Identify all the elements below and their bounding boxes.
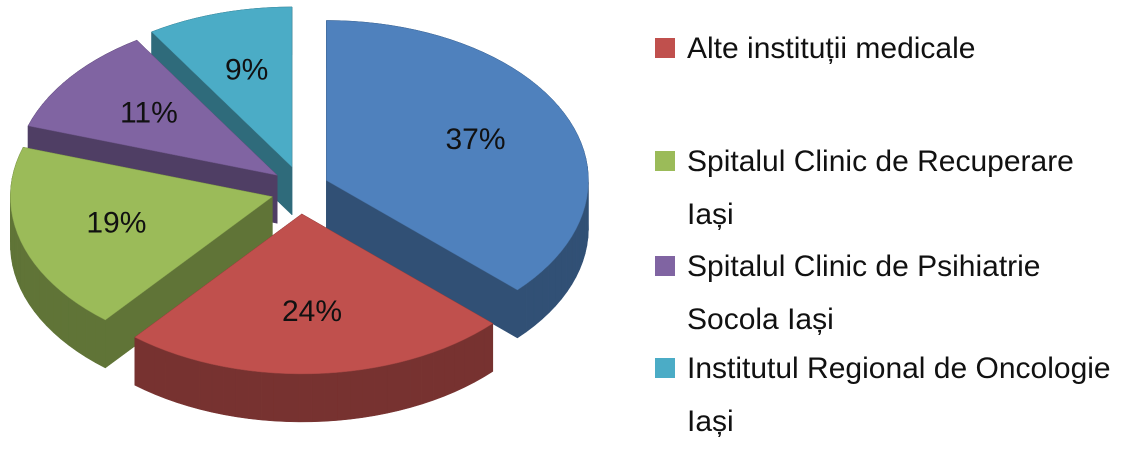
slice-wall [421, 352, 434, 405]
slice-wall [324, 372, 338, 422]
slice-wall [362, 367, 375, 418]
legend-swatch [655, 256, 675, 276]
slice-wall [176, 354, 189, 407]
slice-wall [12, 217, 15, 274]
slice-wall [548, 257, 556, 314]
slice-wall [235, 368, 249, 419]
slice-wall [68, 296, 78, 352]
legend-item: Spitalul Clinic de Recuperare Iași [655, 135, 1125, 241]
slice [326, 20, 589, 291]
slice-wall [582, 205, 586, 262]
legend-label: Alte instituții medicale [687, 32, 976, 65]
slice-wall [579, 213, 583, 270]
slice-wall [134, 336, 146, 391]
legend-label: Institutul Regional de Oncologie Iași [687, 352, 1111, 438]
slice [151, 6, 293, 168]
slice-wall [273, 372, 287, 422]
slice-wall [20, 241, 25, 298]
slice-wall [85, 308, 96, 364]
slice-wall [223, 366, 237, 418]
slice-wall [76, 302, 87, 358]
legend-item: Institutul Regional de Oncologie Iași [655, 342, 1125, 448]
slice-wall [248, 370, 262, 421]
slice-wall [349, 369, 363, 420]
slice-wall [566, 235, 573, 293]
chart: 37% 24% 19% 11% 9% [10, 6, 589, 423]
legend-label: Spitalul Clinic de Recuperare Iași [687, 145, 1074, 231]
slice-wall [165, 350, 178, 403]
data-label: 9% [225, 54, 268, 87]
legend-swatch [655, 358, 675, 378]
legend-item: Spitalul Clinic de Psihiatrie Socola Iaș… [655, 240, 1125, 346]
slice-wall [386, 362, 400, 414]
slice-wall [24, 248, 30, 306]
slice [10, 146, 273, 321]
slice-wall [374, 364, 388, 416]
legend-swatch [655, 38, 675, 58]
slice-wall [525, 277, 535, 333]
slice-wall [95, 314, 106, 369]
slice-wall [29, 255, 35, 313]
slice-wall [443, 343, 455, 397]
slice-wall [584, 198, 588, 255]
slice [27, 39, 279, 176]
data-label: 37% [445, 123, 505, 156]
slice [134, 213, 494, 375]
data-label: 11% [120, 96, 178, 129]
slice-wall [398, 359, 411, 411]
slice-wall [211, 363, 225, 416]
legend-swatch [655, 151, 675, 171]
slice-wall [571, 228, 577, 286]
slice-wall [298, 373, 313, 423]
slice-wall [464, 333, 475, 388]
slice-wall [410, 355, 423, 408]
slice-wall [53, 283, 62, 340]
slice-wall [34, 262, 41, 320]
slice-wall [154, 346, 167, 400]
slice-wall [517, 283, 527, 339]
legend-item: Alte instituții medicale [655, 22, 1125, 75]
slice-wall [575, 221, 580, 278]
slice-wall [541, 264, 550, 321]
slice-wall [60, 290, 69, 346]
legend-label: Spitalul Clinic de Psihiatrie Socola Iaș… [687, 250, 1041, 336]
slice-wall [199, 361, 213, 413]
slice-wall [561, 243, 568, 300]
slice-wall [432, 347, 445, 401]
data-label: 24% [282, 295, 342, 328]
slice-wall [454, 338, 465, 393]
slice-wall [260, 371, 274, 422]
slice-wall [14, 225, 18, 282]
data-label: 19% [86, 206, 146, 239]
slice-wall [17, 233, 21, 290]
slice-wall [555, 250, 562, 307]
slice-wall [337, 370, 351, 421]
slice-wall [286, 373, 300, 423]
slice-wall [144, 341, 156, 395]
slice-wall [188, 357, 201, 410]
slice-wall [46, 277, 54, 334]
slice-wall [483, 323, 494, 378]
slice-wall [311, 373, 325, 423]
slice-wall [474, 328, 485, 383]
slice-wall [533, 271, 543, 327]
slice-wall [39, 270, 47, 327]
